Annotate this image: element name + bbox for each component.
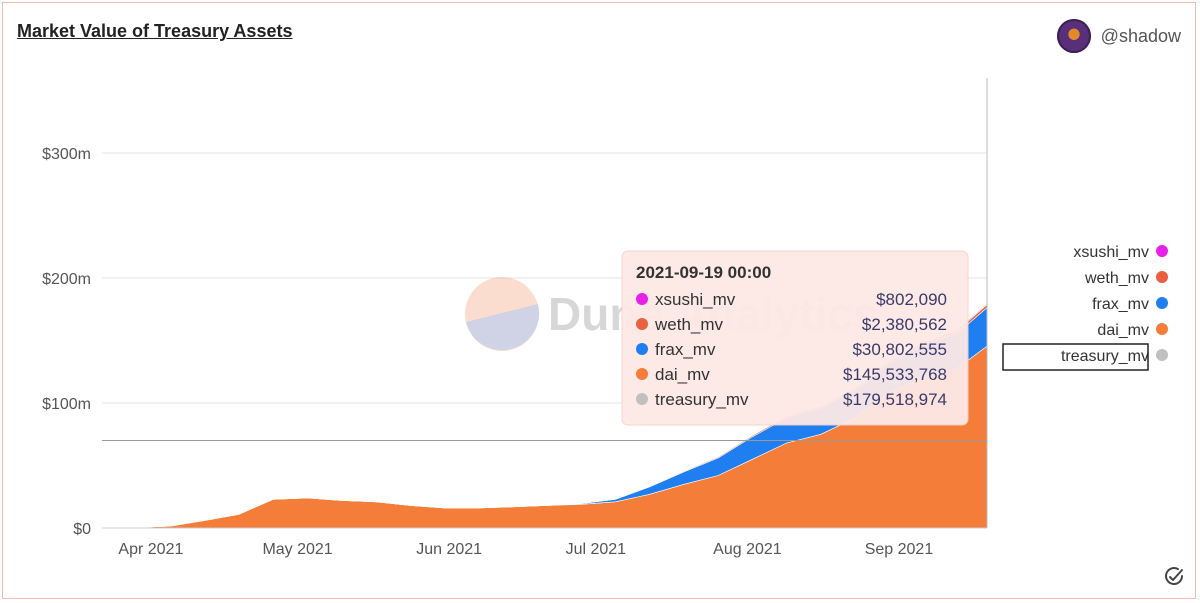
legend-focus-outline bbox=[1002, 343, 1149, 371]
tooltip-marker bbox=[636, 293, 648, 305]
x-tick-label: Apr 2021 bbox=[118, 541, 183, 558]
y-tick-label: $0 bbox=[73, 521, 91, 538]
legend-marker bbox=[1156, 323, 1168, 335]
tooltip-series-value: $2,380,562 bbox=[862, 315, 947, 334]
y-tick-label: $100m bbox=[42, 396, 91, 413]
chart-title[interactable]: Market Value of Treasury Assets bbox=[17, 21, 293, 41]
x-tick-label: May 2021 bbox=[262, 541, 332, 558]
tooltip-series-value: $30,802,555 bbox=[852, 340, 947, 359]
tooltip-series-name: frax_mv bbox=[655, 340, 716, 359]
legend-item-xsushi_mv[interactable]: xsushi_mv bbox=[1073, 244, 1149, 261]
x-tick-label: Sep 2021 bbox=[865, 541, 934, 558]
tooltip-box bbox=[621, 250, 969, 426]
x-tick-label: Jul 2021 bbox=[566, 541, 627, 558]
legend-item-dai_mv[interactable]: dai_mv bbox=[1097, 322, 1149, 339]
tooltip-series-value: $179,518,974 bbox=[843, 390, 947, 409]
tooltip-marker bbox=[636, 318, 648, 330]
author-name: @shadow bbox=[1100, 25, 1181, 46]
tooltip-series-value: $802,090 bbox=[876, 290, 947, 309]
tooltip-series-value: $145,533,768 bbox=[843, 365, 947, 384]
legend-marker bbox=[1156, 245, 1168, 257]
tooltip-series-name: xsushi_mv bbox=[655, 290, 736, 309]
legend-item-weth_mv[interactable]: weth_mv bbox=[1084, 270, 1149, 287]
tooltip-series-name: dai_mv bbox=[655, 365, 710, 384]
tooltip-marker bbox=[636, 343, 648, 355]
tooltip-series-name: weth_mv bbox=[654, 315, 724, 334]
x-tick-label: Aug 2021 bbox=[713, 541, 782, 558]
tooltip-date: 2021-09-19 00:00 bbox=[636, 263, 771, 282]
legend-marker bbox=[1156, 349, 1168, 361]
tooltip-marker bbox=[636, 368, 648, 380]
tooltip-marker bbox=[636, 393, 648, 405]
check-circle-icon[interactable] bbox=[1162, 565, 1186, 589]
legend-marker bbox=[1156, 271, 1168, 283]
y-tick-label: $200m bbox=[42, 271, 91, 288]
legend-marker bbox=[1156, 297, 1168, 309]
y-tick-label: $300m bbox=[42, 146, 91, 163]
x-tick-label: Jun 2021 bbox=[416, 541, 482, 558]
watermark-logo bbox=[465, 277, 540, 351]
tooltip-series-name: treasury_mv bbox=[655, 390, 749, 409]
author-avatar bbox=[1056, 19, 1091, 53]
author-link[interactable]: @shadow bbox=[1056, 19, 1181, 53]
legend-item-treasury_mv[interactable]: treasury_mv bbox=[1061, 348, 1149, 365]
legend-item-frax_mv[interactable]: frax_mv bbox=[1092, 296, 1149, 313]
